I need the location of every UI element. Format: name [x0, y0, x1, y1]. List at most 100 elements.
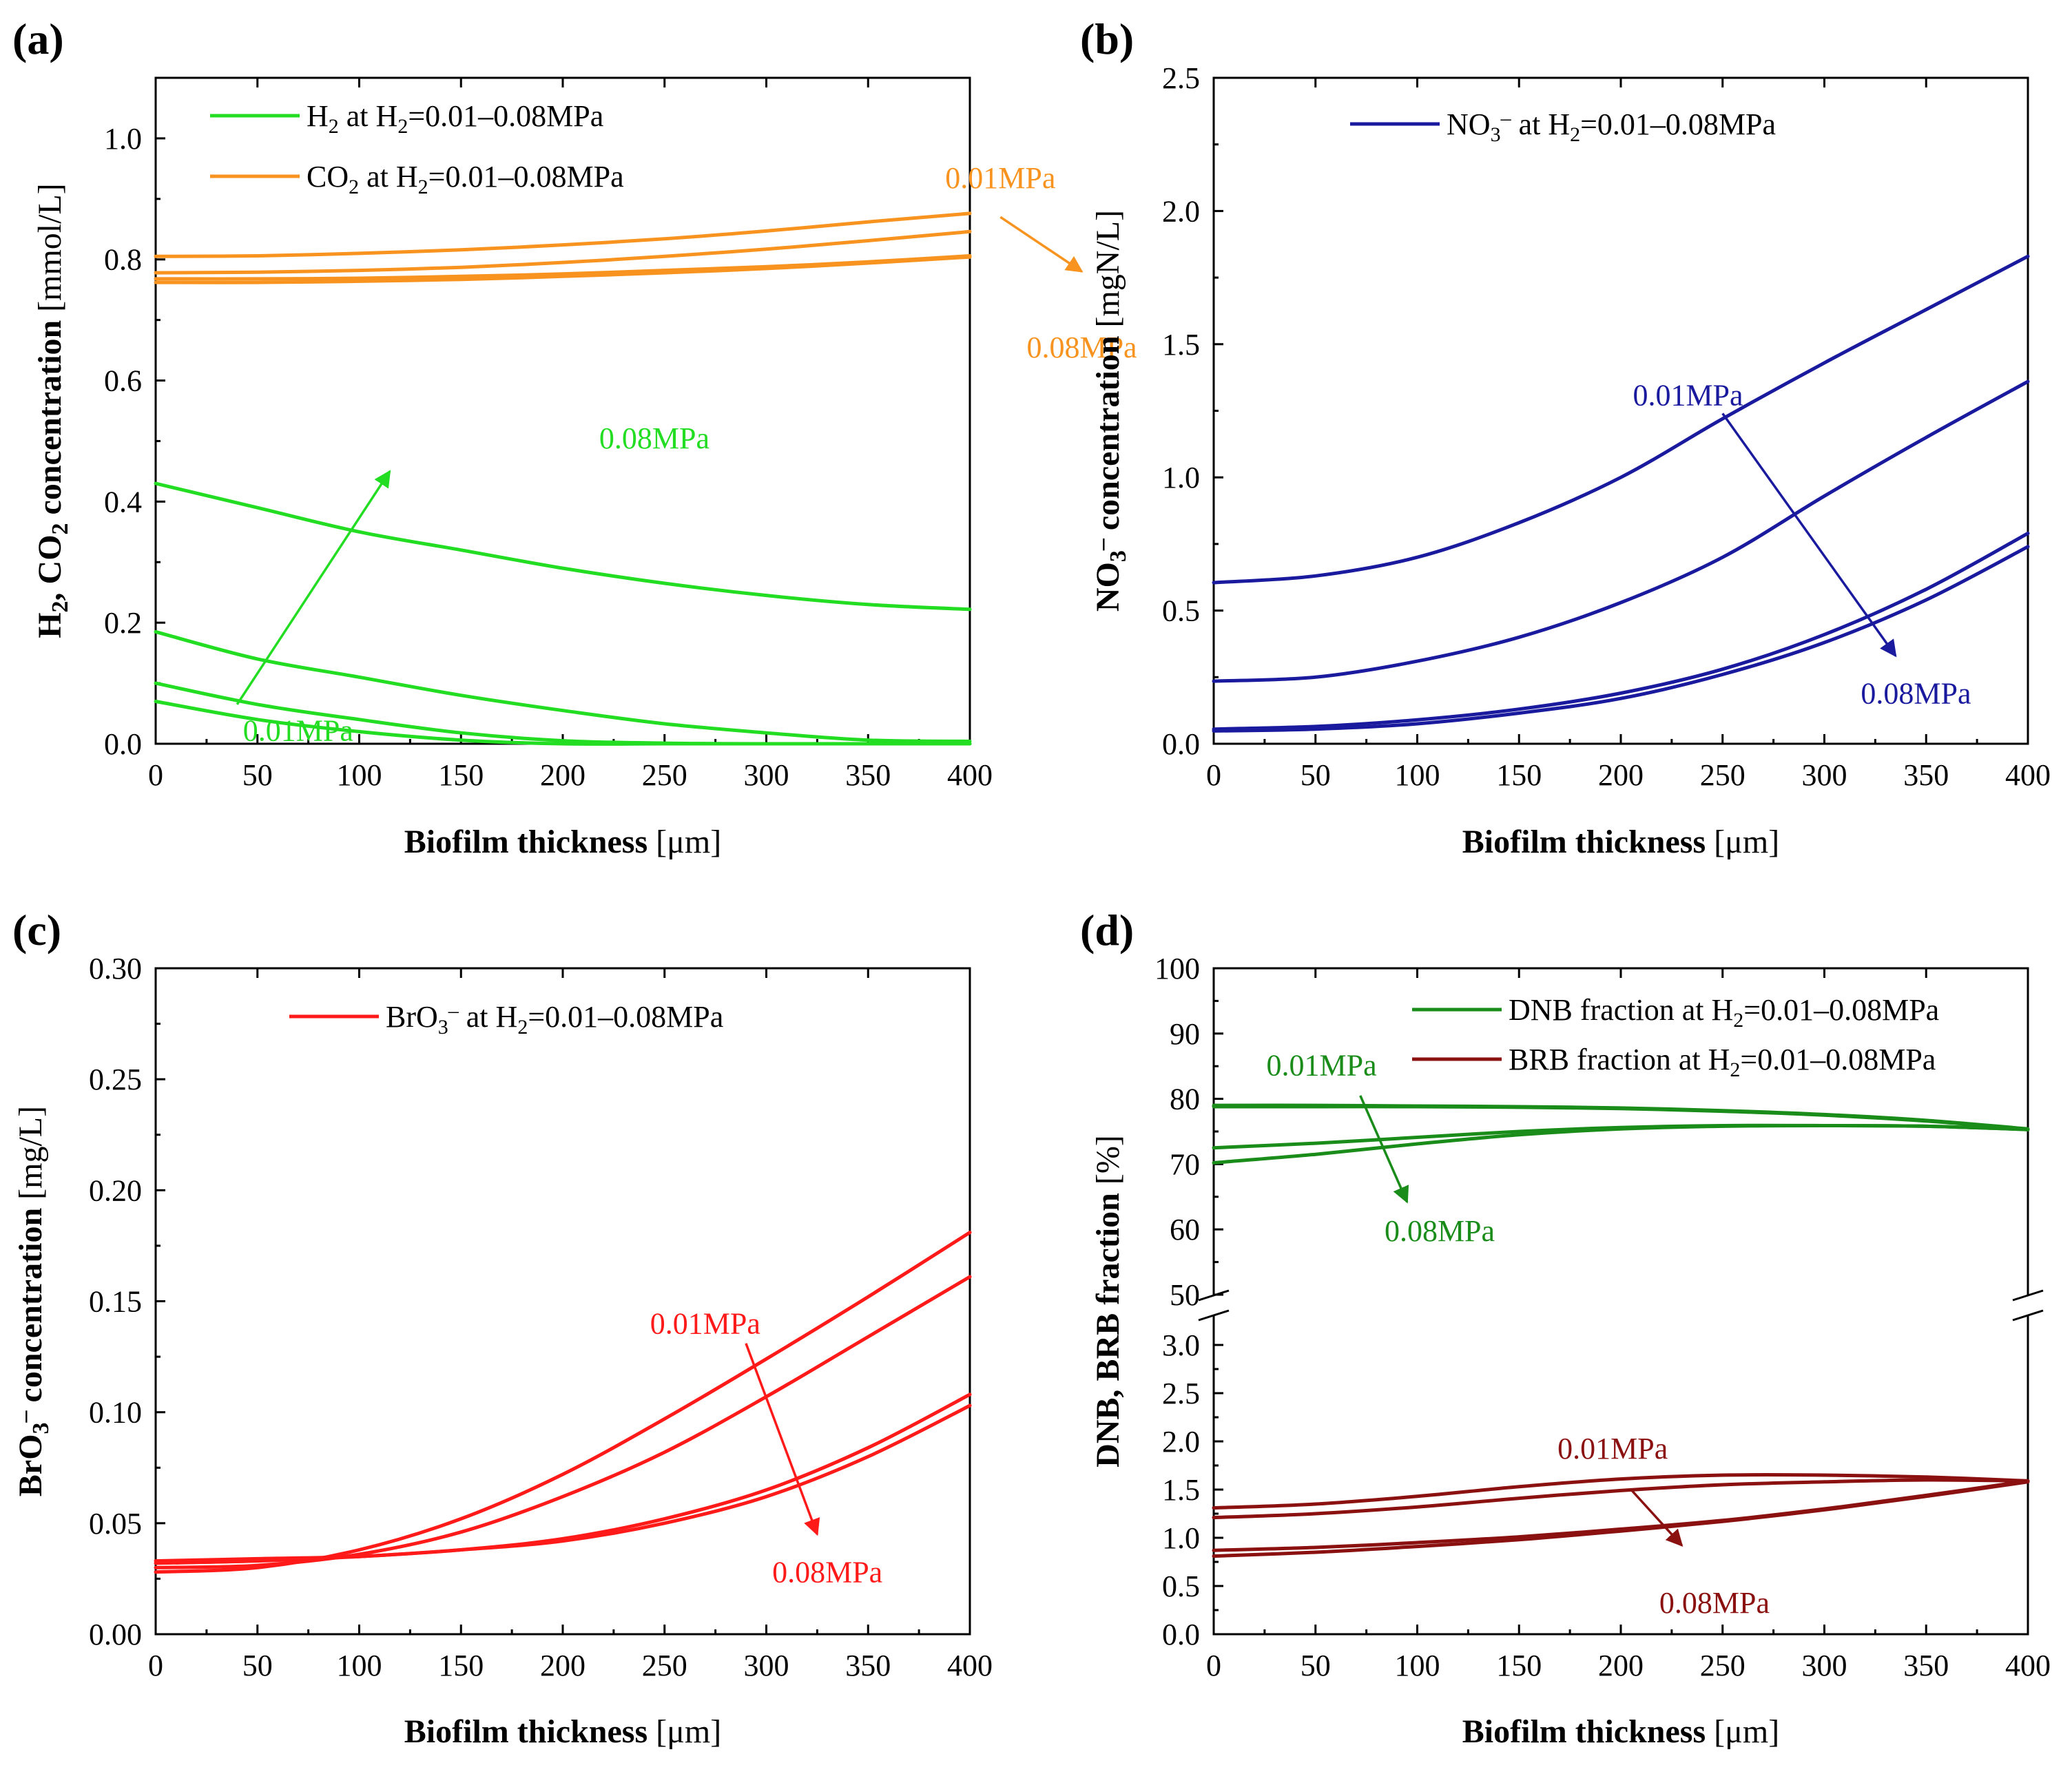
x-tick-label: 150 — [1496, 1649, 1542, 1682]
x-tick-label: 0 — [1206, 1649, 1221, 1682]
y-tick-label: 1.5 — [1162, 328, 1200, 362]
y-tick-label: 0.15 — [89, 1285, 142, 1319]
panel-a: (a) 0 50 100 150 200 250 300 350 400 0.0 0.2 0.4 0.6 0… — [12, 14, 1137, 860]
y-tick-label: 80 — [1170, 1083, 1200, 1116]
series-line — [154, 229, 972, 275]
x-tick-label: 50 — [1301, 1649, 1331, 1682]
pressure-annotation: 0.08MPa — [1026, 331, 1137, 364]
pressure-annotation: 0.01MPa — [1633, 378, 1743, 412]
x-tick-label: 50 — [242, 758, 273, 792]
legend-label: BrO3– at H2=0.01–0.08MPa — [386, 999, 723, 1039]
x-tick-label: 300 — [744, 758, 789, 792]
y-tick-label: 2.5 — [1162, 61, 1200, 95]
panel-b: (b) 0 50 100 150 200 250 300 350 400 0.0 0.5 1.0 1.5 2… — [1080, 14, 2051, 860]
y-axis-title: H2, CO2 concentration [mmol/L] — [32, 183, 73, 638]
trend-arrow — [1630, 1488, 1684, 1547]
x-tick-label: 250 — [1700, 1649, 1745, 1682]
trend-arrow — [1359, 1095, 1409, 1204]
x-tick-label: 100 — [1395, 1649, 1440, 1682]
legend-label: NO3– at H2=0.01–0.08MPa — [1447, 107, 1776, 146]
y-tick-label: 2.0 — [1162, 1425, 1200, 1459]
series-line — [1212, 1124, 2030, 1165]
y-tick-label: 0.4 — [104, 485, 142, 519]
y-tick-label: 0.20 — [89, 1173, 142, 1207]
pressure-annotation: 0.08MPa — [1385, 1214, 1495, 1248]
x-tick-label: 100 — [337, 758, 382, 792]
x-tick-label: 400 — [947, 758, 993, 792]
y-tick-label: 3.0 — [1162, 1328, 1200, 1362]
axis-break-mark — [2012, 1289, 2044, 1302]
x-tick-label: 250 — [1700, 758, 1745, 792]
series-line — [1212, 1478, 2030, 1520]
x-tick-label: 100 — [337, 1649, 382, 1682]
legend-label: H2 at H2=0.01–0.08MPa — [307, 99, 603, 138]
panel-c: (c) 0 50 100 150 200 250 300 350 400 0.00 0.05 0.10 0… — [12, 906, 993, 1750]
trend-arrow — [745, 1343, 820, 1536]
series-line — [1212, 1480, 2030, 1558]
y-tick-label: 1.0 — [104, 122, 142, 156]
series-line — [154, 481, 972, 612]
trend-arrow — [1721, 413, 1897, 658]
series-line — [1212, 379, 2030, 683]
x-tick-label: 200 — [540, 1649, 586, 1682]
y-tick-label: 0.8 — [104, 243, 142, 277]
panel-d: (d) 0 50 100 150 200 250 300 350 400 50 60 70 80 90 100… — [1080, 906, 2051, 1750]
pressure-annotation: 0.01MPa — [1267, 1048, 1377, 1082]
panel-label: (d) — [1080, 906, 1134, 954]
pressure-annotation: 0.08MPa — [1659, 1586, 1770, 1620]
x-axis-title: Biofilm thickness [μm] — [404, 1713, 721, 1750]
x-tick-label: 0 — [148, 1649, 163, 1682]
x-tick-label: 150 — [438, 1649, 484, 1682]
series-line — [154, 211, 972, 258]
y-tick-label: 0.2 — [104, 606, 142, 640]
axis-break-gap — [2007, 1296, 2049, 1315]
y-tick-label: 1.5 — [1162, 1473, 1200, 1507]
axis-break-mark — [2012, 1309, 2044, 1322]
x-tick-label: 250 — [642, 758, 687, 792]
x-tick-label: 300 — [1802, 1649, 1847, 1682]
y-tick-label: 100 — [1154, 952, 1200, 985]
y-tick-label: 0.5 — [1162, 594, 1200, 628]
series-line — [154, 255, 972, 284]
trend-arrow — [236, 470, 391, 705]
series-line — [1212, 1103, 2030, 1131]
y-tick-label: 0.5 — [1162, 1569, 1200, 1603]
x-tick-label: 400 — [2005, 1649, 2051, 1682]
x-tick-label: 50 — [242, 1649, 273, 1682]
x-axis-title: Biofilm thickness [μm] — [1462, 824, 1779, 860]
y-tick-label: 0.10 — [89, 1396, 142, 1430]
x-tick-label: 150 — [1496, 758, 1542, 792]
x-tick-label: 350 — [1903, 1649, 1949, 1682]
y-tick-label: 90 — [1170, 1017, 1200, 1051]
plot-frame — [154, 967, 971, 1636]
y-tick-label: 60 — [1170, 1213, 1200, 1246]
pressure-annotation: 0.08MPa — [1861, 677, 1971, 711]
x-tick-label: 0 — [1206, 758, 1221, 792]
series-line — [154, 1392, 972, 1565]
y-tick-label: 2.5 — [1162, 1377, 1200, 1410]
series-line — [1212, 254, 2030, 585]
panel-label: (c) — [12, 906, 61, 954]
y-tick-label: 0.00 — [89, 1618, 142, 1651]
y-tick-label: 0.6 — [104, 364, 142, 398]
y-tick-label: 50 — [1170, 1278, 1200, 1312]
series-line — [154, 629, 972, 743]
y-tick-label: 0.30 — [89, 952, 142, 985]
y-tick-label: 0.0 — [1162, 727, 1200, 761]
panel-label: (a) — [12, 14, 64, 63]
y-tick-label: 1.0 — [1162, 1521, 1200, 1555]
series-line — [154, 1231, 972, 1574]
x-tick-label: 200 — [540, 758, 586, 792]
series-line — [1212, 545, 2030, 733]
x-tick-label: 350 — [845, 758, 891, 792]
y-tick-label: 1.0 — [1162, 461, 1200, 494]
legend-label: BRB fraction at H2=0.01–0.08MPa — [1509, 1043, 1936, 1081]
y-tick-label: 0.0 — [104, 727, 142, 761]
y-tick-label: 0.0 — [1162, 1618, 1200, 1651]
trend-arrow — [999, 216, 1084, 273]
x-tick-label: 0 — [148, 758, 163, 792]
series-line — [154, 700, 972, 746]
x-axis-title: Biofilm thickness [μm] — [404, 824, 721, 860]
panel-label: (b) — [1080, 14, 1134, 63]
